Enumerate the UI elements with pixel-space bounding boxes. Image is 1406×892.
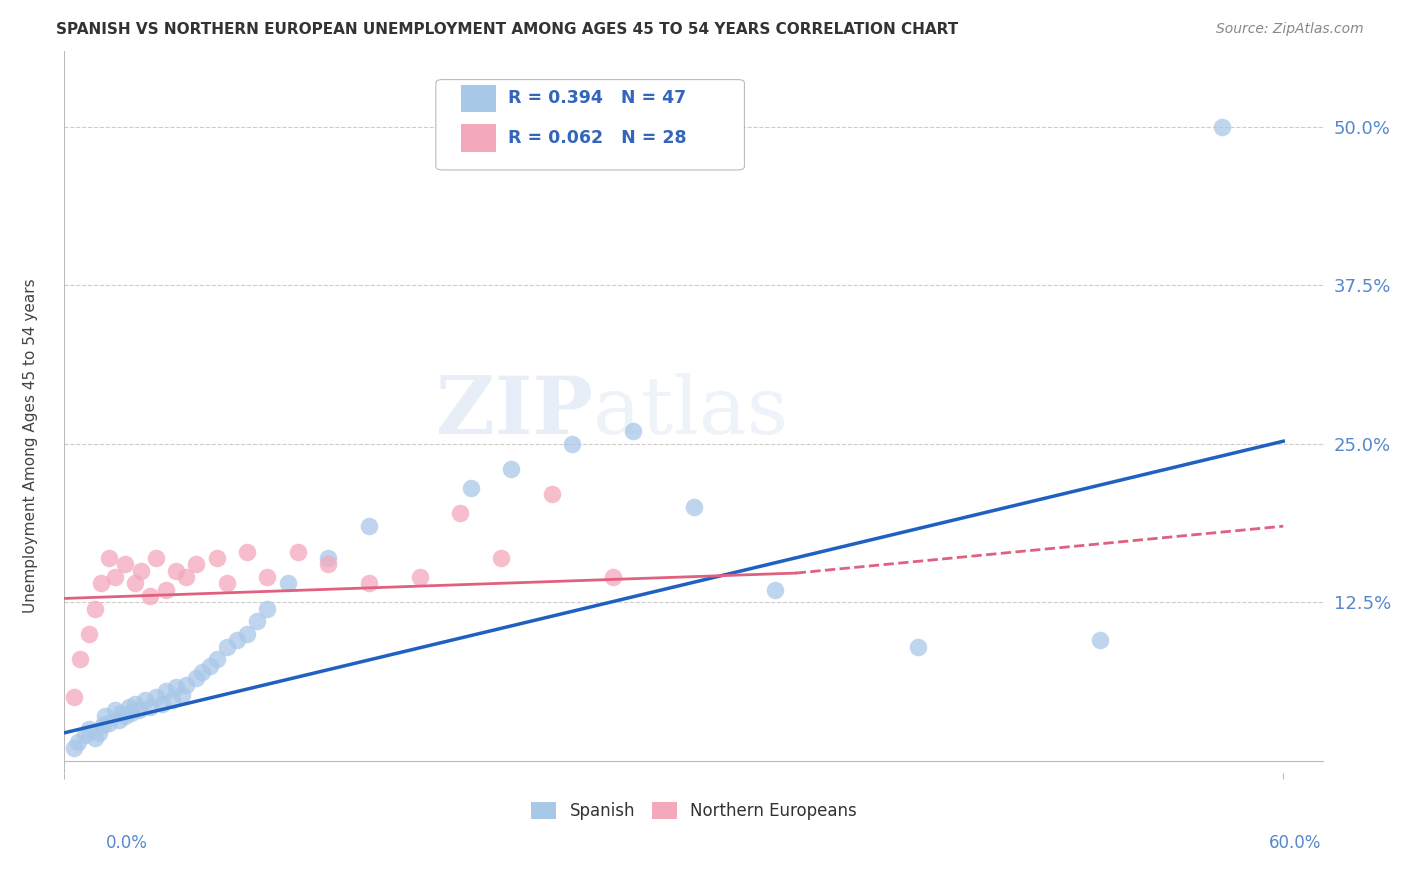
Point xyxy=(287,544,309,558)
Point xyxy=(602,570,624,584)
Point xyxy=(621,424,644,438)
Point xyxy=(205,652,228,666)
Point xyxy=(409,570,432,584)
Point xyxy=(97,715,120,730)
Point xyxy=(145,550,167,565)
Point xyxy=(138,700,160,714)
Text: R = 0.394   N = 47: R = 0.394 N = 47 xyxy=(508,89,686,107)
Point xyxy=(73,728,96,742)
Text: Unemployment Among Ages 45 to 54 years: Unemployment Among Ages 45 to 54 years xyxy=(24,278,38,614)
Point xyxy=(225,633,247,648)
Point xyxy=(763,582,786,597)
Point xyxy=(104,703,127,717)
Point xyxy=(357,576,380,591)
Point xyxy=(489,550,512,565)
Point xyxy=(104,570,127,584)
Text: 60.0%: 60.0% xyxy=(1270,834,1322,852)
Point xyxy=(83,601,105,615)
Point xyxy=(215,576,238,591)
Point xyxy=(138,589,160,603)
Point xyxy=(186,671,208,685)
Point xyxy=(460,481,482,495)
Point xyxy=(907,640,929,654)
Point xyxy=(114,709,136,723)
Point xyxy=(186,558,208,572)
Point xyxy=(124,576,146,591)
Point xyxy=(114,558,136,572)
Point xyxy=(118,700,141,714)
Point xyxy=(256,601,278,615)
Point xyxy=(87,726,110,740)
Point xyxy=(145,690,167,705)
Point xyxy=(128,703,150,717)
Point xyxy=(63,741,86,756)
Point xyxy=(90,576,112,591)
Point xyxy=(449,507,471,521)
Point xyxy=(155,582,177,597)
Point xyxy=(63,690,86,705)
Point xyxy=(131,564,153,578)
Point xyxy=(200,658,222,673)
Point xyxy=(174,570,197,584)
Point xyxy=(170,688,193,702)
Legend: Spanish, Northern Europeans: Spanish, Northern Europeans xyxy=(524,795,863,827)
Point xyxy=(108,713,131,727)
Text: ZIP: ZIP xyxy=(436,373,593,451)
Bar xyxy=(461,124,496,152)
Point xyxy=(120,706,142,720)
Text: 0.0%: 0.0% xyxy=(105,834,148,852)
Point xyxy=(124,697,146,711)
Point xyxy=(236,544,259,558)
Point xyxy=(77,627,100,641)
Point xyxy=(191,665,214,679)
Point xyxy=(165,564,187,578)
Point xyxy=(67,735,90,749)
Bar xyxy=(461,85,496,112)
Point xyxy=(357,519,380,533)
Point xyxy=(540,487,562,501)
Point xyxy=(215,640,238,654)
Point xyxy=(318,550,340,565)
Point xyxy=(160,693,183,707)
Point xyxy=(561,436,583,450)
FancyBboxPatch shape xyxy=(436,79,744,170)
Point xyxy=(256,570,278,584)
Point xyxy=(318,558,340,572)
Text: R = 0.062   N = 28: R = 0.062 N = 28 xyxy=(508,129,686,147)
Text: Source: ZipAtlas.com: Source: ZipAtlas.com xyxy=(1216,22,1364,37)
Point xyxy=(134,693,156,707)
Point xyxy=(174,678,197,692)
Point xyxy=(205,550,228,565)
Point xyxy=(165,680,187,694)
Point xyxy=(236,627,259,641)
Point xyxy=(110,706,132,720)
Point xyxy=(69,652,91,666)
Point xyxy=(97,550,120,565)
Point xyxy=(501,462,523,476)
Point xyxy=(155,684,177,698)
Point xyxy=(1090,633,1112,648)
Point xyxy=(91,718,114,732)
Text: atlas: atlas xyxy=(593,373,789,451)
Point xyxy=(77,722,100,736)
Point xyxy=(1211,120,1233,134)
Text: SPANISH VS NORTHERN EUROPEAN UNEMPLOYMENT AMONG AGES 45 TO 54 YEARS CORRELATION : SPANISH VS NORTHERN EUROPEAN UNEMPLOYMEN… xyxy=(56,22,959,37)
Point xyxy=(246,614,269,628)
Point xyxy=(150,697,173,711)
Point xyxy=(683,500,706,515)
Point xyxy=(94,709,117,723)
Point xyxy=(277,576,299,591)
Point xyxy=(83,731,105,745)
